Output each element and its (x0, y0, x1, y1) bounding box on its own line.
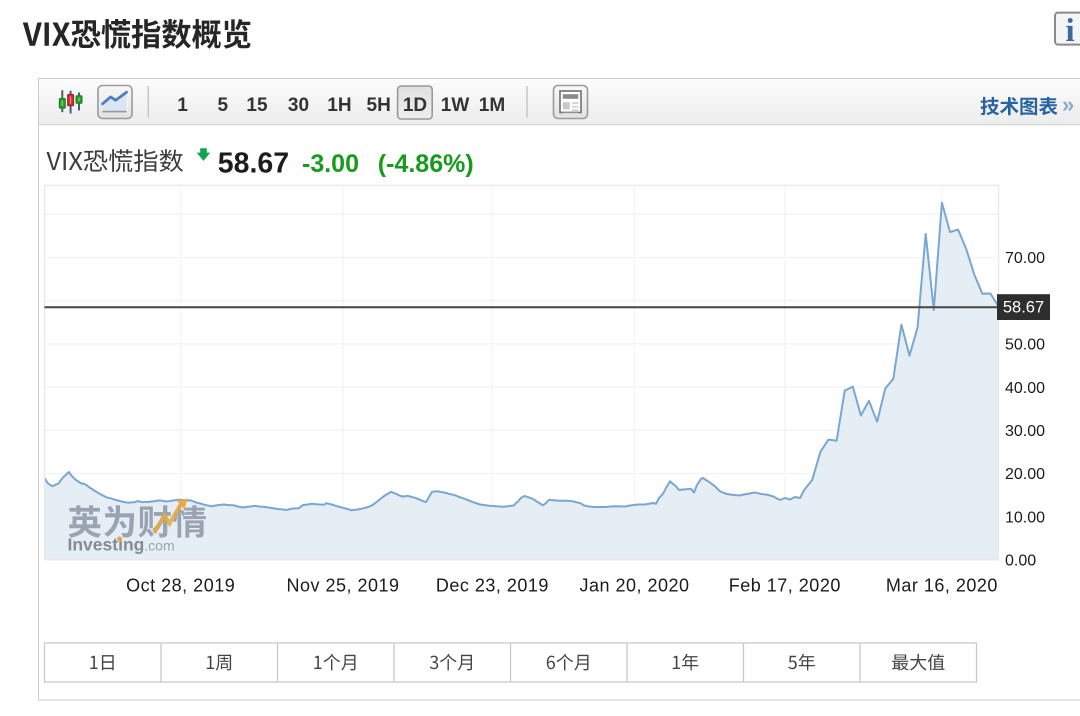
svg-text:»: » (1062, 92, 1074, 117)
svg-text:0.00: 0.00 (1005, 553, 1036, 570)
svg-text:Investing: Investing (68, 535, 145, 555)
svg-text:Feb 17, 2020: Feb 17, 2020 (729, 576, 841, 596)
svg-text:10.00: 10.00 (1005, 509, 1045, 526)
svg-text:15: 15 (246, 95, 268, 116)
svg-text:5: 5 (218, 95, 229, 116)
svg-text:Jan 20, 2020: Jan 20, 2020 (579, 576, 689, 596)
svg-text:20.00: 20.00 (1005, 466, 1045, 483)
svg-text:(-4.86%): (-4.86%) (378, 150, 474, 178)
svg-text:40.00: 40.00 (1005, 380, 1045, 397)
svg-text:58.67: 58.67 (1003, 299, 1044, 317)
svg-text:Oct 28, 2019: Oct 28, 2019 (126, 576, 235, 596)
svg-text:i: i (1066, 13, 1075, 49)
svg-text:70.00: 70.00 (1005, 250, 1045, 267)
svg-text:50.00: 50.00 (1005, 337, 1045, 354)
svg-text:Mar 16, 2020: Mar 16, 2020 (886, 576, 998, 596)
svg-text:-3.00: -3.00 (302, 150, 359, 178)
svg-text:1W: 1W (441, 95, 470, 116)
svg-text:1H: 1H (327, 95, 351, 116)
svg-text:Dec 23, 2019: Dec 23, 2019 (436, 576, 549, 596)
svg-text:1: 1 (177, 95, 188, 116)
svg-text:5H: 5H (367, 95, 391, 116)
svg-text:30: 30 (288, 95, 309, 116)
svg-text:1M: 1M (479, 95, 505, 116)
svg-text:Nov 25, 2019: Nov 25, 2019 (286, 576, 399, 596)
svg-text:1D: 1D (403, 95, 427, 116)
svg-text:30.00: 30.00 (1005, 423, 1045, 440)
svg-text:58.67: 58.67 (218, 147, 289, 179)
svg-text:.com: .com (144, 538, 174, 554)
